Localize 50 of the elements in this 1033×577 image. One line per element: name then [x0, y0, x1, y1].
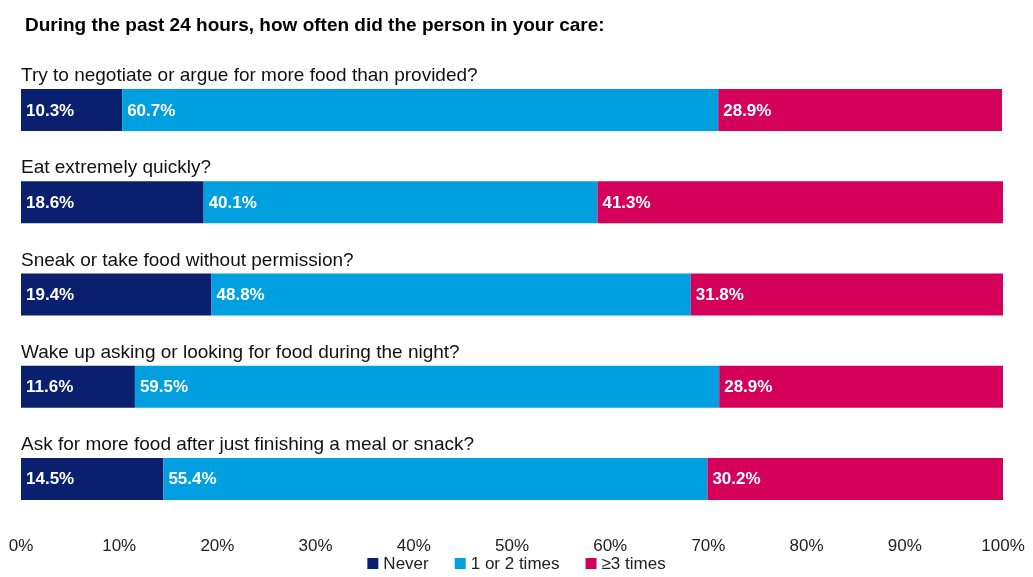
- data-label: 41.3%: [602, 192, 651, 212]
- legend-label: Never: [383, 554, 430, 573]
- x-tick-label: 60%: [593, 536, 628, 555]
- data-label: 28.9%: [724, 377, 773, 397]
- x-tick-label: 40%: [396, 536, 431, 555]
- bar: [21, 273, 212, 316]
- bar: [163, 457, 708, 500]
- legend-label: ≥3 times: [601, 554, 666, 573]
- y-tick-label: Sneak or take food without permission?: [21, 248, 354, 270]
- data-label: 48.8%: [216, 285, 265, 304]
- data-label: 59.5%: [139, 377, 189, 397]
- bar: [718, 89, 1003, 132]
- x-tick-label: 20%: [200, 536, 235, 555]
- bar: [203, 181, 598, 224]
- bar: [707, 457, 1003, 500]
- x-tick-label: 0%: [8, 536, 34, 555]
- x-tick-label: 30%: [298, 536, 333, 555]
- bar: [21, 365, 135, 408]
- x-tick-label: 90%: [887, 536, 922, 555]
- bar: [21, 181, 204, 224]
- data-label: 30.2%: [712, 469, 761, 489]
- data-label: 11.6%: [26, 377, 74, 397]
- x-tick-label: 50%: [494, 536, 530, 555]
- bar: [122, 89, 719, 132]
- bar: [211, 273, 691, 316]
- data-label: 14.5%: [26, 469, 75, 489]
- bar: [134, 365, 720, 408]
- bar: [690, 273, 1003, 316]
- data-label: 18.6%: [26, 192, 75, 212]
- chart-title: During the past 24 hours, how often did the person in your care:: [25, 14, 605, 35]
- data-label: 55.4%: [168, 469, 217, 489]
- y-tick-label: Wake up asking or looking for food during the night?: [21, 340, 460, 362]
- data-label: 19.4%: [26, 285, 75, 304]
- legend-label: 1 or 2 times: [470, 554, 560, 573]
- data-label: 28.9%: [723, 100, 772, 120]
- x-tick-label: 10%: [102, 536, 137, 555]
- data-label: 31.8%: [695, 285, 744, 304]
- x-tick-label: 80%: [789, 536, 824, 555]
- y-tick-label: Try to negotiate or argue for more food than provided?: [21, 64, 478, 86]
- bar: [719, 365, 1003, 408]
- y-tick-label: Ask for more food after just finishing a meal or snack?: [21, 432, 475, 454]
- bar: [21, 457, 164, 500]
- x-tick-label: 70%: [691, 536, 726, 555]
- data-label: 10.3%: [26, 100, 75, 120]
- bar: [597, 181, 1003, 224]
- bar: [21, 89, 123, 132]
- x-tick-label: 100%: [981, 536, 1025, 555]
- data-label: 60.7%: [127, 100, 176, 120]
- data-label: 40.1%: [208, 192, 257, 212]
- y-tick-label: Eat extremely quickly?: [21, 156, 212, 178]
